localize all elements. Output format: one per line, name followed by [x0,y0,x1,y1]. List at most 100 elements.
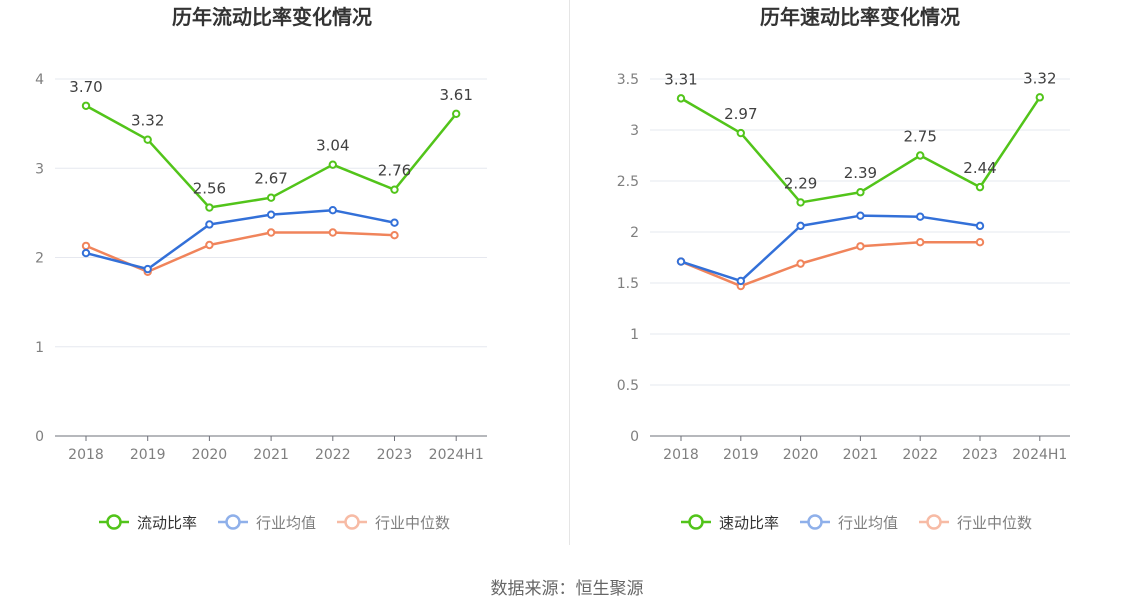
data-label: 2.76 [378,162,411,180]
legend-label: 行业中位数 [375,514,450,532]
y-tick-label: 2.5 [617,174,639,190]
x-tick-label: 2019 [130,447,166,463]
x-tick-label: 2022 [315,447,351,463]
data-point [975,238,985,247]
data-point [1035,93,1044,102]
y-tick-label: 0 [630,429,639,445]
data-label: 2.39 [844,164,877,182]
x-tick-label: 2018 [663,447,699,463]
data-point [975,182,985,192]
data-point [975,221,985,231]
data-label: 2.29 [784,174,817,192]
data-label: 3.32 [1023,69,1056,87]
chart-title: 历年速动比率变化情况 [760,5,960,29]
data-point [390,230,399,240]
legend-item: 行业中位数 [919,514,1032,532]
data-point [676,257,686,266]
legend-swatch-marker [106,514,122,530]
data-point [266,193,276,202]
data-point [736,276,746,286]
y-tick-label: 0 [35,429,44,445]
data-point [205,240,214,250]
y-tick-label: 3 [35,161,44,177]
x-tick-label: 2018 [68,447,104,463]
legend-label: 行业均值 [256,514,316,532]
data-point [266,228,276,237]
data-label: 3.32 [131,112,164,130]
x-tick-label: 2022 [902,447,938,463]
legend-swatch-marker [807,514,823,530]
y-tick-label: 3 [630,123,639,139]
series-line [85,208,395,271]
current-ratio-chart: 历年流动比率变化情况 0 1 2 3 4 2018 2019 2020 2021 2022 2023 2… [0,0,568,545]
y-tick-label: 0.5 [617,378,639,394]
quick-ratio-chart: 历年速动比率变化情况 0 0.5 1 1.5 2 2.5 3 3.5 2018 2019 2020 20… [570,0,1134,545]
data-point [390,185,399,194]
series-line [680,214,981,283]
x-tick-label: 2024H1 [429,447,484,463]
data-point [856,211,865,220]
y-tick-label: 2 [35,251,44,267]
data-point [676,94,686,103]
y-tick-label: 1 [35,340,44,356]
data-point [390,218,399,227]
legend-label: 流动比率 [137,514,197,532]
data-point [328,228,337,237]
legend-swatch-marker [688,514,704,530]
legend-item: 流动比率 [99,514,197,532]
legend-swatch-marker [344,514,360,530]
legend-label: 行业均值 [838,514,898,532]
data-point [916,238,925,247]
data-point [266,210,276,219]
data-label: 3.31 [664,70,697,88]
data-point [81,241,91,251]
data-point [856,188,865,197]
x-tick-label: 2020 [192,447,228,463]
quick-ratio-chart-svg: 历年速动比率变化情况 0 0.5 1 1.5 2 2.5 3 3.5 2018 2019 2020 20… [617,5,1070,532]
legend-item: 速动比率 [681,514,779,532]
data-label: 2.75 [903,128,936,146]
current-ratio-chart-svg: 历年流动比率变化情况 0 1 2 3 4 2018 2019 2020 2021 2022 2023 2… [35,5,487,532]
data-point [81,101,91,110]
data-point [452,109,461,119]
x-tick-label: 2021 [843,447,879,463]
legend-label: 行业中位数 [957,514,1032,532]
x-tick-label: 2024H1 [1012,447,1067,463]
data-point [328,160,337,169]
data-point [205,203,214,212]
data-point [736,128,746,138]
data-point [205,220,214,229]
data-label: 3.70 [69,78,102,96]
data-label: 3.61 [439,86,472,104]
panel-divider [569,0,570,545]
legend-item: 行业中位数 [337,514,450,532]
data-point [143,264,152,274]
data-label: 2.67 [254,170,287,188]
legend-item: 行业均值 [800,514,898,532]
y-tick-label: 1 [630,327,639,343]
legend-label: 速动比率 [719,514,779,532]
x-tick-label: 2021 [253,447,289,463]
x-tick-label: 2023 [962,447,998,463]
legend-swatch-marker [225,514,241,530]
data-source-note: 数据来源：恒生聚源 [490,579,644,599]
data-label: 3.04 [316,137,349,155]
y-tick-label: 1.5 [617,276,639,292]
data-point [328,205,337,215]
data-point [796,221,805,231]
y-tick-label: 3.5 [617,72,639,88]
x-tick-label: 2019 [723,447,759,463]
data-label: 2.56 [193,180,226,198]
data-point [143,135,152,144]
data-point [796,259,805,268]
chart-title: 历年流动比率变化情况 [172,5,372,29]
y-tick-label: 4 [35,72,44,88]
series-line [680,240,980,288]
data-label: 2.97 [724,105,757,123]
legend-item: 行业均值 [218,514,316,532]
x-tick-label: 2020 [783,447,819,463]
data-label: 2.44 [963,159,996,177]
data-point [916,212,925,221]
data-point [81,248,91,258]
legend-swatch-marker [926,514,942,530]
